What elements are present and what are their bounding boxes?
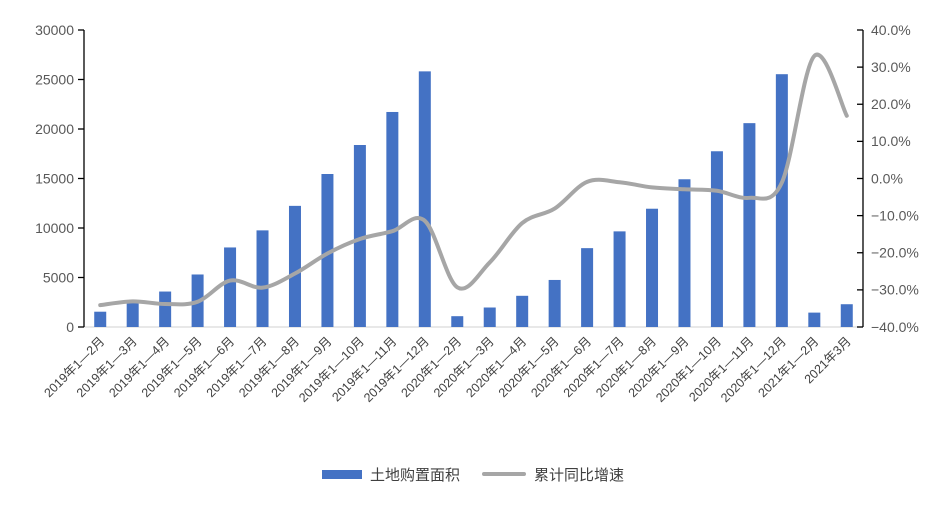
bar <box>451 316 464 327</box>
growth-line <box>98 52 849 308</box>
line-group <box>98 52 849 308</box>
right-axis-tick-label: 10.0% <box>871 133 911 149</box>
bar <box>678 179 691 327</box>
x-axis-labels: 2019年1—2月2019年1—3月2019年1—4月2019年1—5月2019… <box>41 334 853 405</box>
bar <box>775 74 788 327</box>
legend: 土地购置面积 累计同比增速 <box>0 460 946 488</box>
bar <box>646 208 659 327</box>
left-axis: 0 5000 10000 15000 20000 25000 30000 <box>35 22 85 335</box>
legend-bar-label: 土地购置面积 <box>369 466 460 484</box>
bar <box>808 312 821 327</box>
bar <box>288 205 301 327</box>
right-axis-tick-label: −10.0% <box>871 207 919 223</box>
right-axis-tick-label: 30.0% <box>871 59 911 75</box>
left-axis-tick-label: 15000 <box>35 170 74 186</box>
bar <box>483 307 496 327</box>
right-axis-tick-label: 0.0% <box>871 170 903 186</box>
bar <box>613 231 626 327</box>
left-axis-tick-label: 5000 <box>43 269 74 285</box>
bar <box>224 247 237 327</box>
bar <box>386 111 399 327</box>
bar <box>548 279 561 327</box>
left-axis-tick-label: 10000 <box>35 220 74 236</box>
right-axis-tick-label: −20.0% <box>871 245 919 261</box>
bar <box>94 311 107 327</box>
bar <box>418 71 431 327</box>
right-axis: −40.0% −30.0% −20.0% −10.0% 0.0% 10.0% 20.0% 30… <box>857 22 919 335</box>
bar <box>126 301 139 327</box>
bar <box>159 291 172 327</box>
bar <box>840 304 853 327</box>
left-axis-tick-label: 30000 <box>35 22 74 38</box>
bar <box>516 295 529 327</box>
bar <box>256 230 269 327</box>
left-axis-tick-label: 20000 <box>35 121 74 137</box>
left-axis-tick-label: 0 <box>66 319 74 335</box>
legend-bar-swatch <box>321 469 362 479</box>
bar <box>743 123 756 327</box>
right-axis-tick-label: 40.0% <box>871 22 911 38</box>
bar <box>353 145 366 327</box>
bar <box>321 174 334 327</box>
bar <box>581 248 594 327</box>
legend-line-label: 累计同比增速 <box>534 466 625 484</box>
right-axis-tick-label: −30.0% <box>871 282 919 298</box>
legend-line-swatch <box>482 472 526 476</box>
right-axis-tick-label: 20.0% <box>871 96 911 112</box>
left-axis-tick-label: 25000 <box>35 71 74 87</box>
bars-group <box>94 71 853 327</box>
combo-chart: 0 5000 10000 15000 20000 25000 30000 −40.0% −30.… <box>35 22 919 405</box>
right-axis-tick-label: −40.0% <box>871 319 919 335</box>
bar <box>710 151 723 327</box>
